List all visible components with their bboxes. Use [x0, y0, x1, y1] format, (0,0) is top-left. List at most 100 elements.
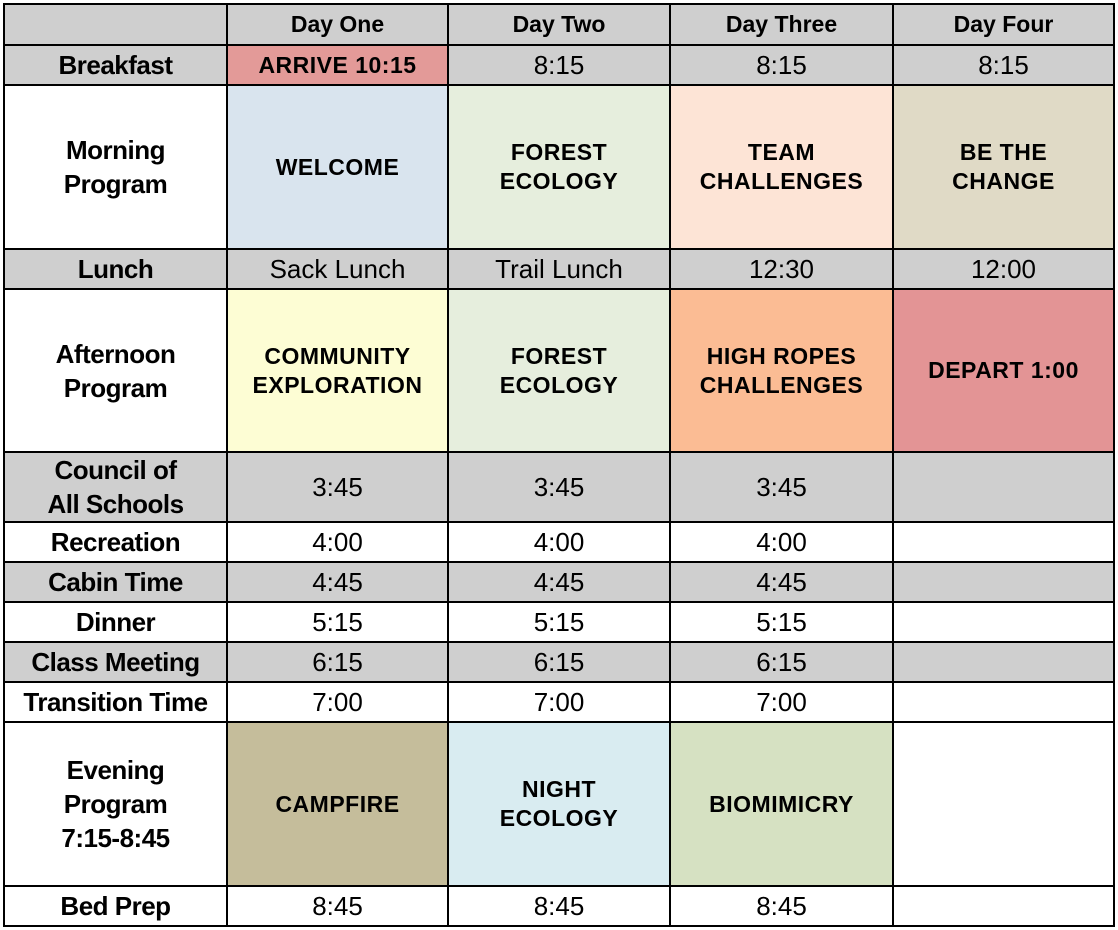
row-label: Bed Prep [5, 887, 228, 927]
time-cell-text: 7:00 [312, 686, 363, 717]
row-label: Class Meeting [5, 643, 228, 683]
activity-cell: DEPART 1:00 [894, 290, 1115, 453]
row-label-text: Afternoon Program [55, 338, 176, 403]
time-cell-text: 4:00 [533, 526, 585, 557]
header-cell-text: Day Four [953, 11, 1054, 37]
time-cell: 5:15 [449, 603, 671, 643]
time-cell [894, 683, 1115, 723]
time-cell: 3:45 [449, 453, 671, 523]
time-cell [894, 453, 1115, 523]
time-cell-text: 4:45 [533, 566, 585, 597]
time-cell: 6:15 [449, 643, 671, 683]
activity-cell-text: FOREST ECOLOGY [499, 342, 619, 398]
activity-cell-text: BE THE CHANGE [952, 139, 1055, 194]
time-cell-text: 5:15 [533, 606, 585, 637]
time-cell-text: 3:45 [312, 471, 363, 502]
time-cell: 6:15 [228, 643, 449, 683]
time-cell: 8:45 [671, 887, 894, 927]
activity-cell [894, 723, 1115, 887]
time-cell-text: 8:15 [756, 49, 807, 80]
time-cell: 8:45 [449, 887, 671, 927]
row-label: Council of All Schools [5, 453, 228, 523]
time-cell: 8:45 [228, 887, 449, 927]
time-cell [894, 563, 1115, 603]
activity-cell-text: ARRIVE 10:15 [258, 51, 417, 78]
row-label-text: Cabin Time [48, 567, 183, 597]
row-label: Cabin Time [5, 563, 228, 603]
activity-cell: TEAM CHALLENGES [671, 86, 894, 250]
time-cell-text: 6:15 [756, 646, 807, 677]
header-cell-text: Day Three [725, 11, 838, 37]
time-cell-text: 5:15 [756, 606, 807, 637]
row-label: Afternoon Program [5, 290, 228, 453]
time-cell-text: 3:45 [533, 471, 585, 502]
time-cell-text: 8:45 [756, 890, 807, 921]
header-cell: Day Two [449, 5, 671, 46]
schedule-table: Day One Day Two Day Three Day Four Breakfast… [3, 3, 1115, 927]
row-label: Morning Program [5, 86, 228, 250]
header-cell: Day One [228, 5, 449, 46]
row-label-text: Transition Time [23, 687, 208, 717]
time-cell-text: 8:45 [533, 890, 585, 921]
header-cell: Day Three [671, 5, 894, 46]
row-label: Transition Time [5, 683, 228, 723]
time-cell: 7:00 [449, 683, 671, 723]
time-cell-text: 8:15 [978, 49, 1029, 80]
time-cell-text: 12:00 [970, 253, 1037, 284]
activity-cell-text: CAMPFIRE [275, 790, 400, 817]
time-cell: 8:15 [671, 46, 894, 86]
time-cell-text: Sack Lunch [269, 253, 406, 284]
time-cell: 12:30 [671, 250, 894, 290]
row-label-text: Evening Program 7:15-8:45 [61, 755, 170, 853]
time-cell: 7:00 [228, 683, 449, 723]
activity-cell-text: TEAM CHALLENGES [699, 139, 864, 194]
time-cell-text: Trail Lunch [495, 253, 623, 284]
time-cell: 4:00 [449, 523, 671, 563]
time-cell: 3:45 [671, 453, 894, 523]
header-cell: Day Four [894, 5, 1115, 46]
time-cell: 8:15 [894, 46, 1115, 86]
activity-cell: BE THE CHANGE [894, 86, 1115, 250]
time-cell-text: 4:00 [756, 526, 807, 557]
time-cell: 4:00 [671, 523, 894, 563]
activity-cell: BIOMIMICRY [671, 723, 894, 887]
row-label: Evening Program 7:15-8:45 [5, 723, 228, 887]
time-cell: 4:45 [671, 563, 894, 603]
activity-cell: NIGHT ECOLOGY [449, 723, 671, 887]
time-cell: 6:15 [671, 643, 894, 683]
activity-cell: WELCOME [228, 86, 449, 250]
time-cell-text: 7:00 [756, 686, 807, 717]
time-cell-text: 6:15 [312, 646, 363, 677]
row-label-text: Council of All Schools [47, 455, 184, 519]
row-label-text: Dinner [75, 607, 156, 637]
row-label: Recreation [5, 523, 228, 563]
row-label: Breakfast [5, 46, 228, 86]
time-cell-text: 4:45 [756, 566, 807, 597]
time-cell-text: 4:45 [312, 566, 363, 597]
time-cell-text: 12:30 [748, 253, 815, 284]
activity-cell-text: FOREST ECOLOGY [499, 139, 619, 194]
time-cell-text: 7:00 [533, 686, 585, 717]
time-cell-text: 4:00 [312, 526, 363, 557]
activity-cell-text: NIGHT ECOLOGY [499, 776, 619, 831]
row-label-text: Lunch [77, 254, 154, 284]
time-cell-text: 8:15 [533, 49, 585, 80]
row-label-text: Bed Prep [60, 891, 171, 921]
row-label-text: Class Meeting [31, 647, 200, 677]
activity-cell-text: BIOMIMICRY [709, 790, 854, 817]
time-cell [894, 643, 1115, 683]
time-cell: Trail Lunch [449, 250, 671, 290]
time-cell: 8:15 [449, 46, 671, 86]
time-cell [894, 887, 1115, 927]
row-label: Dinner [5, 603, 228, 643]
time-cell-text: 6:15 [533, 646, 585, 677]
header-corner [5, 5, 228, 46]
activity-cell: COMMUNITY EXPLORATION [228, 290, 449, 453]
row-label: Lunch [5, 250, 228, 290]
activity-cell: HIGH ROPES CHALLENGES [671, 290, 894, 453]
row-label-text: Breakfast [58, 50, 173, 80]
activity-cell-text: HIGH ROPES CHALLENGES [699, 342, 864, 398]
time-cell [894, 523, 1115, 563]
time-cell: 12:00 [894, 250, 1115, 290]
activity-cell: CAMPFIRE [228, 723, 449, 887]
